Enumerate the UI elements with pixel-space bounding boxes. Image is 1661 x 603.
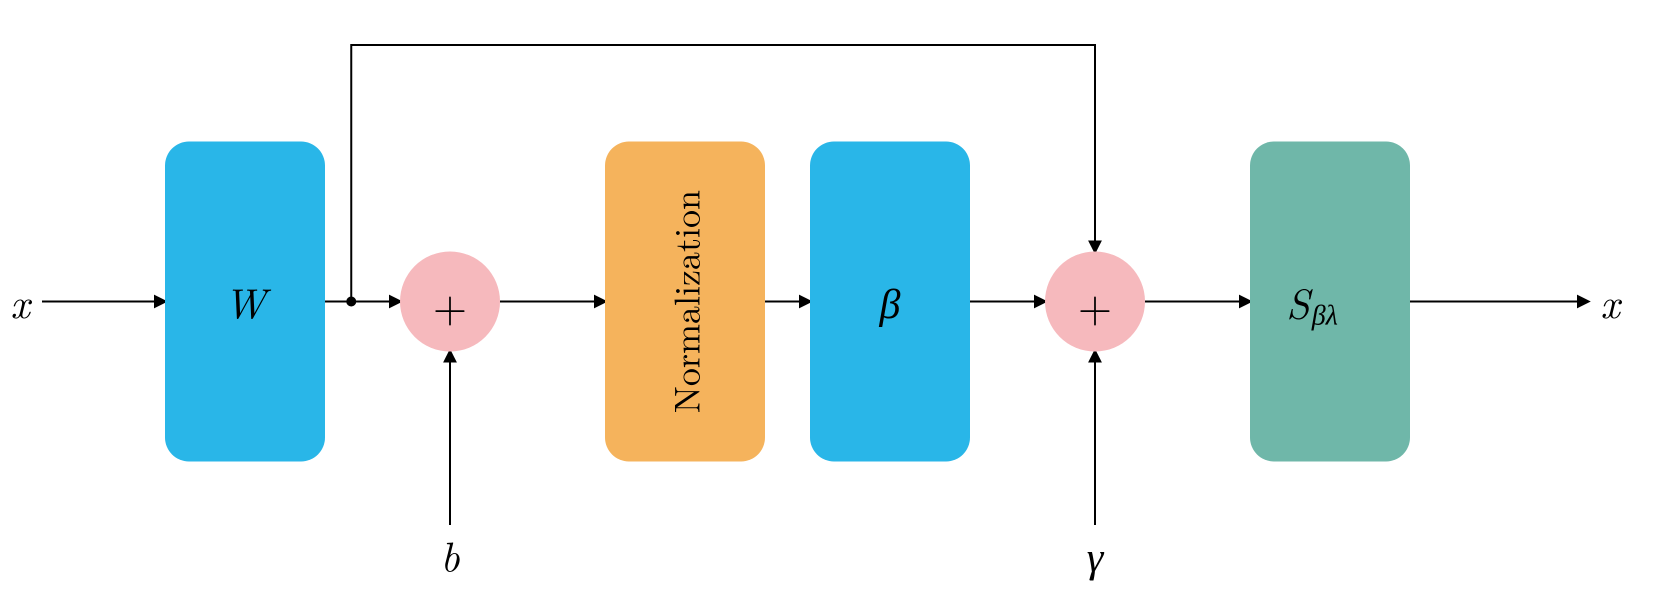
x_in-label: x bbox=[10, 272, 32, 331]
S-box: Sβλ bbox=[1250, 142, 1410, 462]
b_label-label: b bbox=[440, 526, 460, 585]
W-label: W bbox=[224, 272, 272, 331]
plus1-label: + bbox=[433, 272, 467, 335]
plus2-node: + bbox=[1045, 252, 1145, 352]
gamma_label-label: γ bbox=[1087, 526, 1105, 585]
norm-label: Normalization bbox=[660, 190, 711, 413]
beta-label: β bbox=[879, 272, 901, 331]
plus1-node: + bbox=[400, 252, 500, 352]
x_out-label: x bbox=[1600, 272, 1622, 331]
beta-box: β bbox=[810, 142, 970, 462]
norm-box: Normalization bbox=[605, 142, 765, 462]
W-box: W bbox=[165, 142, 325, 462]
plus2-label: + bbox=[1078, 272, 1112, 335]
